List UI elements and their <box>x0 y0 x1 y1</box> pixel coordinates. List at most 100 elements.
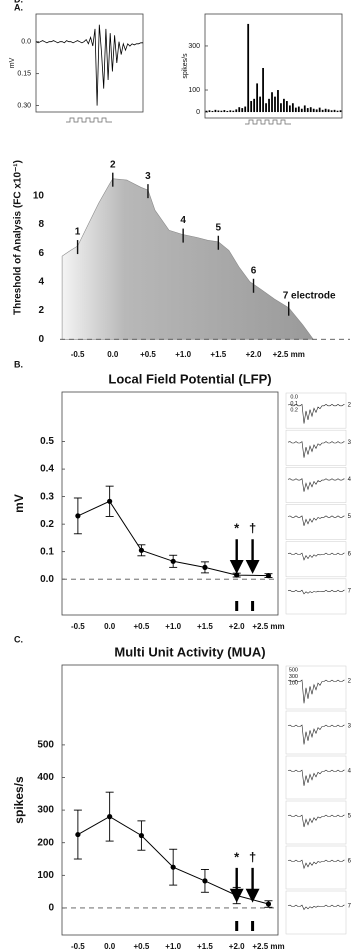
x-tick-label: -0.5 <box>71 350 85 359</box>
x-tick-label: +1.5 <box>197 942 213 951</box>
electrode-label: 4 <box>180 215 186 226</box>
marker-arrow <box>232 539 242 571</box>
plot-frame <box>36 14 143 112</box>
spike-bar <box>238 107 240 112</box>
inset-label: 2 <box>348 403 352 409</box>
inset-label: 7 <box>348 903 352 909</box>
point <box>266 901 271 906</box>
spike-bar <box>310 107 312 112</box>
electrode-label: 2 <box>110 159 116 170</box>
y-tick-label: 4 <box>38 277 44 288</box>
inset-frame <box>286 505 346 540</box>
marker-bar <box>235 921 238 931</box>
marker-arrow <box>248 868 258 900</box>
spike-bar <box>206 111 208 112</box>
spike-bar <box>232 111 234 112</box>
x-tick-label: +0.5 <box>140 350 156 359</box>
inset-frame <box>286 467 346 502</box>
spike-bar <box>340 110 342 112</box>
stimulus-marker <box>245 120 291 124</box>
y-tick-label: 6 <box>38 248 44 259</box>
marker-bar <box>251 601 254 611</box>
spike-bar <box>253 99 255 112</box>
point <box>107 499 112 504</box>
x-tick-label: +2.0 <box>246 350 262 359</box>
spike-bar <box>295 108 297 112</box>
marker-label: * <box>234 521 240 536</box>
x-tick-label: +1.0 <box>165 622 181 631</box>
inset-label: 4 <box>348 768 352 774</box>
y-tick-label: 0.4 <box>40 464 54 475</box>
inset-label: 5 <box>348 514 352 520</box>
x-tick-label: 0.0 <box>107 350 119 359</box>
panel-letter: C. <box>14 634 23 644</box>
plot-frame <box>62 665 278 935</box>
plot-frame <box>62 392 278 615</box>
panel-letter: D. <box>14 0 23 4</box>
panel-letter: B. <box>14 359 23 369</box>
threshold-profile <box>62 179 313 340</box>
marker-bar <box>251 921 254 931</box>
inset-label: 5 <box>348 813 352 819</box>
spike-bar <box>247 24 249 112</box>
y-tick-label: 0 <box>38 334 44 345</box>
marker-label: † <box>249 521 256 536</box>
spike-bar <box>209 110 211 112</box>
x-tick-label: +2.0 <box>229 942 245 951</box>
inset-frame <box>286 756 346 799</box>
y-tick-label: 500 <box>37 740 54 751</box>
y-tick-label: 200 <box>37 837 54 848</box>
y-tick-label: 0.30 <box>17 102 31 109</box>
spike-bar <box>301 109 303 112</box>
y-tick-label: 10 <box>33 191 45 202</box>
spike-bar <box>319 108 321 112</box>
point <box>75 832 80 837</box>
y-tick-label: 0.2 <box>40 519 54 530</box>
spike-bar <box>283 99 285 112</box>
x-tick-label: +1.5 <box>210 350 226 359</box>
y-axis-label: mV <box>12 494 26 513</box>
x-tick-label: +2.5 mm <box>273 350 305 359</box>
inset-trace <box>288 860 344 868</box>
y-tick-label: 0.1 <box>40 546 54 557</box>
spike-bar <box>229 110 231 112</box>
inset-scale-label: 300 <box>289 674 298 680</box>
spike-bar <box>337 111 339 112</box>
chart-title: Multi Unit Activity (MUA) <box>114 644 265 659</box>
x-tick-label: +2.5 mm <box>252 942 284 951</box>
inset-trace <box>288 725 344 744</box>
y-tick-label: 2 <box>38 305 44 316</box>
figure: A.0.00.150.30mV0100300spikes/sB.0246810-… <box>0 0 352 952</box>
spike-bar <box>220 111 222 112</box>
point <box>139 548 144 553</box>
inset-trace <box>288 553 344 560</box>
inset-frame <box>286 801 346 844</box>
electrode-label: 6 <box>251 265 257 276</box>
inset-label: 3 <box>348 723 352 729</box>
y-axis-label: spikes/s <box>182 53 189 79</box>
spike-bar <box>274 97 276 112</box>
inset-frame <box>286 542 346 577</box>
y-tick-label: 0.0 <box>21 39 31 46</box>
inset-label: 2 <box>348 678 352 684</box>
marker-arrow <box>248 539 258 571</box>
y-tick-label: 400 <box>37 772 54 783</box>
inset-frame <box>286 579 346 614</box>
y-axis-label: spikes/s <box>12 776 26 824</box>
inset-label: 4 <box>348 477 352 483</box>
marker-bar <box>235 601 238 611</box>
marker-arrow <box>232 868 242 900</box>
electrode-label: 5 <box>216 222 222 233</box>
lfp-trace <box>36 25 143 106</box>
x-tick-label: +1.5 <box>197 622 213 631</box>
point <box>171 559 176 564</box>
y-tick-label: 0.0 <box>40 574 54 585</box>
y-tick-label: 100 <box>188 87 200 94</box>
spike-bar <box>223 110 225 112</box>
chart-title: Local Field Potential (LFP) <box>108 371 271 386</box>
stimulus-marker <box>66 118 112 122</box>
point <box>107 814 112 819</box>
spike-bar <box>256 83 258 112</box>
x-tick-label: -0.5 <box>71 622 85 631</box>
spike-bar <box>289 105 291 112</box>
